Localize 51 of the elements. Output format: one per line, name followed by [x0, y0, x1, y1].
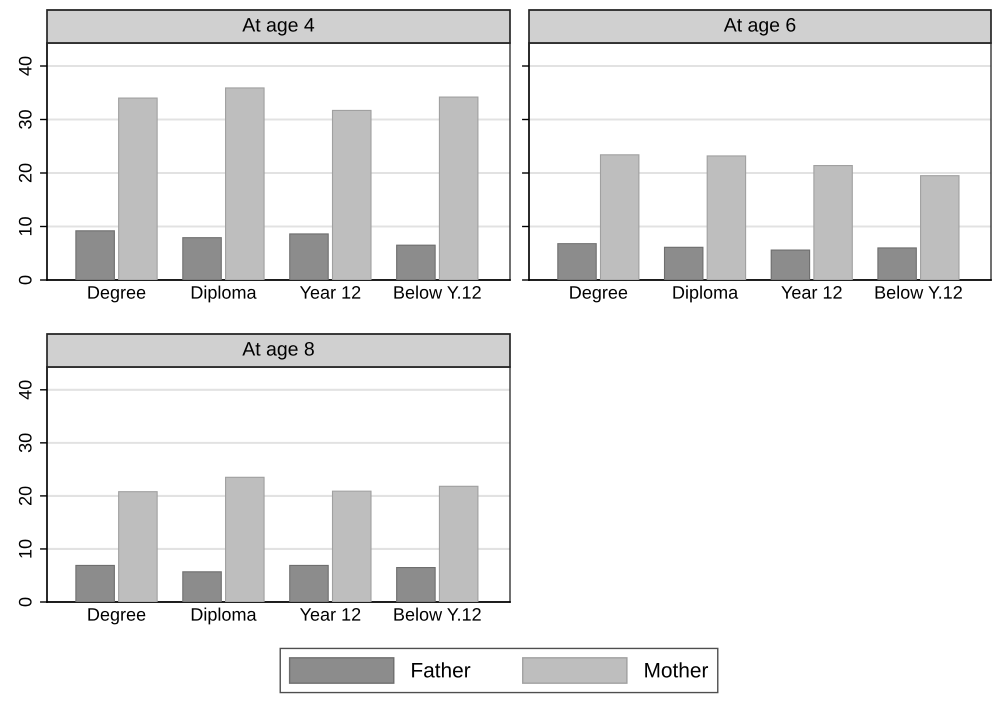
- legend-label: Mother: [645, 662, 708, 678]
- bar: [289, 233, 329, 280]
- y-tick-label: 40: [18, 380, 32, 400]
- x-tick-label: Year 12: [300, 608, 360, 621]
- x-tick-label: Diploma: [192, 608, 257, 624]
- bar: [332, 110, 372, 280]
- chart-title: At age 8: [242, 342, 314, 360]
- bar: [225, 87, 265, 280]
- x-tick-label: Below Y.12: [876, 286, 962, 299]
- bar: [289, 564, 329, 602]
- bar: [332, 490, 372, 602]
- x-tick-label: Year 12: [300, 286, 360, 299]
- bar: [600, 154, 640, 280]
- x-tick-label: Below Y.12: [394, 608, 481, 621]
- bar: [118, 491, 158, 602]
- y-tick-label: 20: [18, 486, 32, 506]
- x-tick-label: Degree: [88, 286, 146, 302]
- bar: [877, 247, 917, 280]
- y-tick-label: 20: [18, 164, 32, 182]
- chart-title: At age 6: [724, 18, 796, 36]
- x-tick-label: Below Y.12: [394, 286, 481, 299]
- y-tick-label: 0: [18, 276, 32, 284]
- y-tick-label: 10: [18, 217, 32, 236]
- x-tick-label: Diploma: [192, 286, 257, 302]
- y-tick-label: 30: [18, 434, 32, 452]
- bar: [438, 96, 478, 280]
- bar: [118, 98, 158, 280]
- bar: [182, 571, 222, 602]
- chart-title: At age 4: [242, 18, 314, 36]
- y-tick-label: 30: [18, 110, 32, 129]
- y-tick-label: 0: [18, 598, 32, 606]
- x-tick-label: Year 12: [781, 286, 842, 299]
- bar: [664, 246, 704, 280]
- x-tick-label: Diploma: [673, 286, 738, 302]
- bar: [225, 476, 265, 602]
- bar: [706, 155, 746, 280]
- bar: [920, 175, 960, 280]
- bar: [813, 164, 853, 280]
- x-tick-label: Degree: [570, 286, 628, 302]
- legend-label: Father: [412, 662, 470, 678]
- x-tick-label: Degree: [88, 608, 146, 624]
- y-tick-label: 10: [18, 540, 32, 558]
- bar: [75, 564, 115, 602]
- bar: [75, 230, 115, 280]
- bar: [396, 566, 436, 602]
- bar: [182, 237, 222, 280]
- bar: [557, 243, 597, 280]
- bar: [770, 249, 810, 280]
- bar: [396, 244, 436, 280]
- bar: [438, 486, 478, 602]
- y-tick-label: 40: [18, 56, 32, 76]
